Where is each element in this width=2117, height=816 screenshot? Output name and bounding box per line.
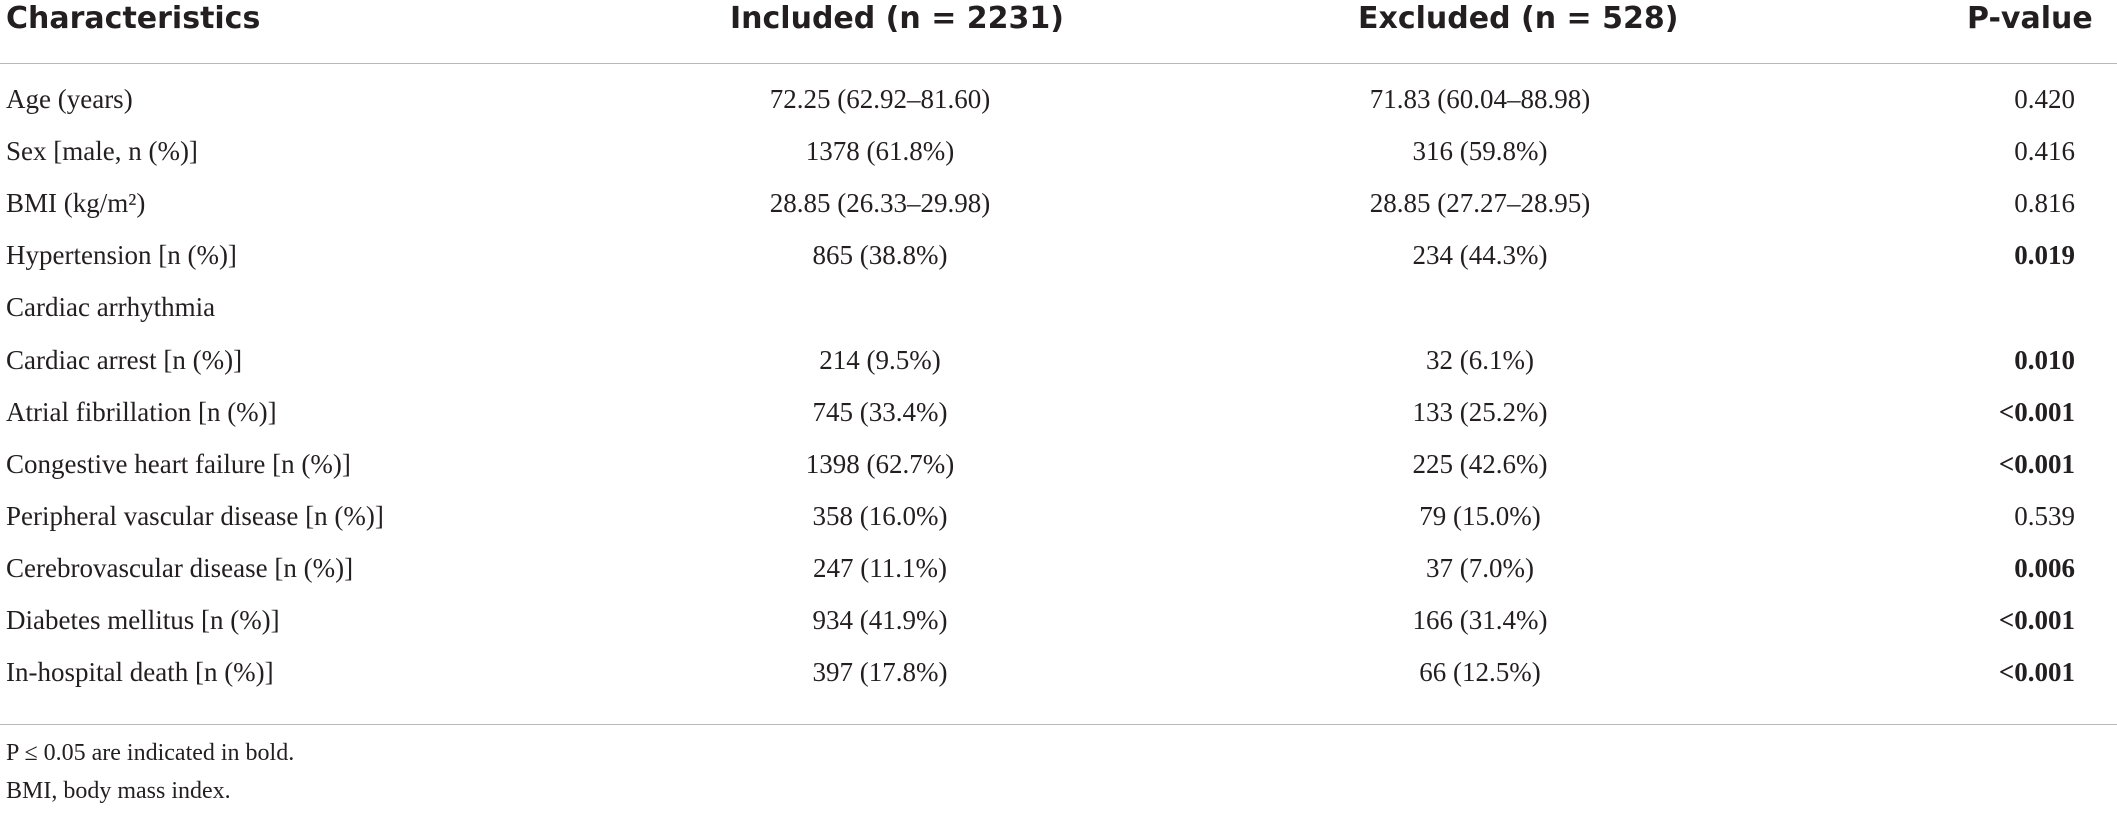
row-excluded-value: 28.85 (27.27–28.95) xyxy=(1369,188,1591,219)
row-included-value: 358 (16.0%) xyxy=(812,500,948,531)
row-p-value: 0.010 xyxy=(2014,344,2075,375)
row-excluded-value: 133 (25.2%) xyxy=(1412,396,1548,427)
row-included-value: 397 (17.8%) xyxy=(812,657,948,688)
row-excluded-value: 234 (44.3%) xyxy=(1412,240,1548,271)
row-excluded-value: 316 (59.8%) xyxy=(1412,136,1548,167)
row-p-value: 0.019 xyxy=(2014,240,2075,271)
row-included-value: 1378 (61.8%) xyxy=(805,136,955,167)
table-row: Atrial fibrillation [n (%)] 745 (33.4%) 13… xyxy=(0,387,2117,439)
row-excluded-value: 225 (42.6%) xyxy=(1412,448,1548,479)
header-p-value: P-value xyxy=(1967,1,2093,36)
row-characteristic: Peripheral vascular disease [n (%)] xyxy=(6,500,384,531)
row-excluded-value: 37 (7.0%) xyxy=(1426,552,1534,583)
table-row: Peripheral vascular disease [n (%)] 358 (… xyxy=(0,491,2117,543)
row-characteristic: Age (years) xyxy=(6,84,133,114)
row-included-value: 247 (11.1%) xyxy=(813,552,947,583)
table-row: Diabetes mellitus [n (%)] 934 (41.9%) 166 … xyxy=(0,595,2117,647)
table-header: Characteristics Included (n = 2231) Excl… xyxy=(0,0,2117,64)
header-excluded: Excluded (n = 528) xyxy=(1358,1,1679,36)
row-included-value: 1398 (62.7%) xyxy=(805,448,955,479)
table-row: Congestive heart failure [n (%)] 1398 (62… xyxy=(0,439,2117,491)
row-characteristic: Sex [male, n (%)] xyxy=(6,136,198,167)
row-characteristic: Cardiac arrhythmia xyxy=(6,292,216,323)
row-characteristic: Diabetes mellitus [n (%)] xyxy=(6,605,280,635)
table-row: Age (years) 72.25 (62.92–81.60) 71.83 (60.… xyxy=(0,74,2117,126)
row-excluded-value: 79 (15.0%) xyxy=(1419,500,1541,531)
row-excluded-value: 166 (31.4%) xyxy=(1412,605,1548,635)
row-included-value: 28.85 (26.33–29.98) xyxy=(769,188,991,219)
footnote-significance: P ≤ 0.05 are indicated in bold. xyxy=(6,740,295,766)
table-row: Cerebrovascular disease [n (%)] 247 (11.1… xyxy=(0,543,2117,595)
row-p-value: 0.539 xyxy=(2014,500,2075,531)
row-p-value: <0.001 xyxy=(1998,396,2075,427)
row-characteristic: Hypertension [n (%)] xyxy=(6,240,237,271)
table-row: BMI (kg/m²) 28.85 (26.33–29.98) 28.85 (27.… xyxy=(0,178,2117,230)
row-included-value: 865 (38.8%) xyxy=(812,240,948,271)
header-characteristics: Characteristics xyxy=(6,1,261,36)
header-included: Included (n = 2231) xyxy=(730,1,1064,36)
row-p-value: 0.420 xyxy=(2014,84,2075,114)
header-divider xyxy=(0,63,2117,64)
table-row: Hypertension [n (%)] 865 (38.8%) 234 (44.3… xyxy=(0,230,2117,282)
row-characteristic: Atrial fibrillation [n (%)] xyxy=(6,396,277,427)
row-excluded-value: 32 (6.1%) xyxy=(1426,344,1534,375)
table-row: Cardiac arrhythmia xyxy=(0,282,2117,334)
row-included-value: 214 (9.5%) xyxy=(819,344,941,375)
row-included-value: 745 (33.4%) xyxy=(812,396,948,427)
row-excluded-value: 71.83 (60.04–88.98) xyxy=(1369,84,1591,114)
row-characteristic: Cardiac arrest [n (%)] xyxy=(6,344,243,375)
row-included-value: 934 (41.9%) xyxy=(812,605,948,635)
footer-divider xyxy=(0,724,2117,725)
row-p-value: 0.416 xyxy=(2014,136,2075,167)
footnote-abbreviation: BMI, body mass index. xyxy=(6,778,231,804)
row-included-value: 72.25 (62.92–81.60) xyxy=(769,84,991,114)
table-row: In-hospital death [n (%)] 397 (17.8%) 66 (… xyxy=(0,647,2117,699)
row-p-value: 0.006 xyxy=(2014,552,2075,583)
row-p-value: <0.001 xyxy=(1998,448,2075,479)
row-characteristic: In-hospital death [n (%)] xyxy=(6,657,274,688)
table-row: Sex [male, n (%)] 1378 (61.8%) 316 (59.8%)… xyxy=(0,126,2117,178)
table-row: Cardiac arrest [n (%)] 214 (9.5%) 32 (6.1%… xyxy=(0,335,2117,387)
row-characteristic: BMI (kg/m²) xyxy=(6,188,146,219)
row-p-value: <0.001 xyxy=(1998,657,2075,688)
row-characteristic: Cerebrovascular disease [n (%)] xyxy=(6,552,354,583)
row-characteristic: Congestive heart failure [n (%)] xyxy=(6,448,351,479)
row-p-value: <0.001 xyxy=(1998,605,2075,635)
row-excluded-value: 66 (12.5%) xyxy=(1419,657,1541,688)
row-p-value: 0.816 xyxy=(2014,188,2075,219)
